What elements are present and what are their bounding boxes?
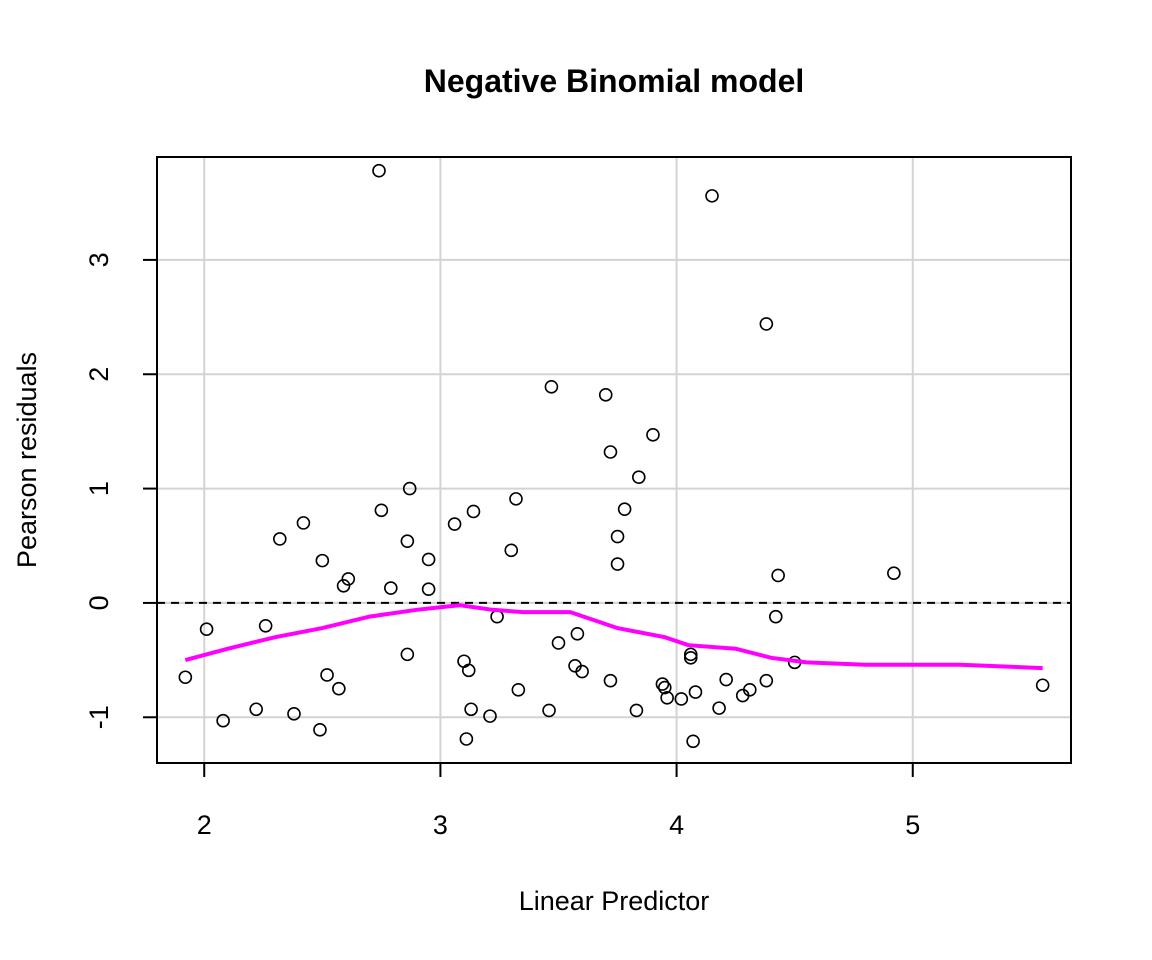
data-point bbox=[617, 502, 632, 516]
data-point bbox=[178, 670, 193, 685]
plot-frame bbox=[156, 156, 1072, 764]
data-point bbox=[374, 503, 389, 518]
data-point bbox=[570, 626, 585, 641]
y-axis-label: Pearson residuals bbox=[12, 352, 42, 568]
data-point bbox=[509, 492, 523, 506]
data-point bbox=[759, 673, 774, 688]
data-point bbox=[629, 703, 644, 718]
data-point bbox=[1035, 678, 1050, 693]
data-point bbox=[655, 677, 670, 691]
data-point bbox=[459, 732, 474, 746]
data-point bbox=[336, 578, 351, 593]
data-point bbox=[646, 428, 660, 442]
x-tick-label: 2 bbox=[197, 810, 212, 840]
data-point bbox=[249, 702, 263, 717]
data-point bbox=[273, 532, 287, 546]
data-point bbox=[199, 622, 214, 637]
data-point bbox=[483, 709, 497, 723]
data-point bbox=[341, 572, 356, 586]
data-point bbox=[598, 388, 613, 402]
x-tick-label: 4 bbox=[669, 810, 684, 840]
data-point bbox=[258, 618, 273, 633]
data-point bbox=[466, 504, 481, 519]
x-tick-label: 3 bbox=[433, 810, 448, 840]
data-point bbox=[447, 517, 462, 531]
data-point bbox=[400, 534, 415, 548]
data-point bbox=[313, 723, 327, 737]
data-point bbox=[421, 552, 436, 567]
data-point bbox=[421, 582, 436, 597]
data-point bbox=[457, 654, 471, 669]
data-point bbox=[461, 663, 476, 678]
data-point bbox=[712, 701, 726, 715]
data-point bbox=[504, 543, 519, 558]
data-point bbox=[674, 692, 689, 706]
data-point bbox=[542, 703, 556, 718]
data-point bbox=[610, 557, 625, 571]
data-point bbox=[719, 672, 733, 687]
data-point bbox=[660, 691, 674, 705]
data-point bbox=[683, 651, 698, 665]
data-point bbox=[384, 581, 398, 595]
gridlines bbox=[157, 157, 1071, 763]
data-point bbox=[603, 673, 618, 688]
data-point bbox=[287, 707, 301, 721]
data-point bbox=[511, 683, 526, 697]
data-point bbox=[315, 553, 330, 568]
data-point bbox=[464, 702, 478, 717]
data-point bbox=[544, 380, 559, 394]
data-point bbox=[320, 668, 334, 682]
data-point bbox=[216, 713, 230, 728]
data-point bbox=[551, 636, 566, 650]
data-point bbox=[631, 470, 646, 484]
y-tick-label: 3 bbox=[84, 252, 114, 267]
y-tick-label: 1 bbox=[84, 481, 114, 496]
data-point bbox=[657, 680, 672, 695]
data-point bbox=[402, 481, 417, 496]
data-point bbox=[575, 664, 589, 679]
data-point bbox=[705, 189, 719, 203]
x-axis-label: Linear Predictor bbox=[519, 886, 710, 916]
data-point bbox=[683, 647, 698, 662]
y-tick-label: 0 bbox=[84, 595, 114, 610]
x-axis-ticks: 2 3 4 5 bbox=[197, 763, 920, 840]
data-point bbox=[743, 683, 757, 697]
data-points bbox=[178, 163, 1050, 749]
data-point bbox=[771, 568, 785, 583]
y-tick-label: 2 bbox=[84, 367, 114, 382]
chart-title: Negative Binomial model bbox=[424, 63, 805, 99]
x-tick-label: 5 bbox=[905, 810, 920, 840]
data-point bbox=[603, 445, 618, 459]
data-point bbox=[686, 734, 700, 749]
data-point bbox=[688, 685, 703, 699]
data-point bbox=[887, 566, 901, 580]
data-point bbox=[400, 647, 415, 662]
data-point bbox=[759, 317, 774, 331]
data-point bbox=[372, 163, 386, 178]
data-point bbox=[296, 516, 311, 530]
smoothed-trend-line bbox=[184, 603, 1043, 671]
y-axis-ticks: -1 0 1 2 3 bbox=[84, 252, 157, 729]
data-point bbox=[610, 529, 625, 544]
y-tick-label: -1 bbox=[84, 705, 114, 729]
data-point bbox=[768, 609, 783, 624]
data-point bbox=[332, 681, 346, 696]
